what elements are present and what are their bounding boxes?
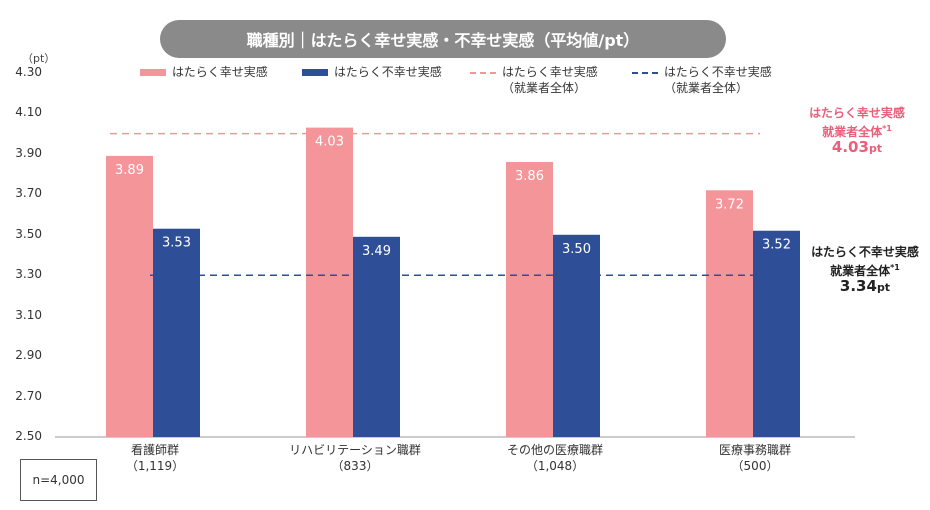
legend-happy: はたらく幸せ実感 bbox=[140, 64, 268, 80]
x-category-label: 医療事務職群 （500） bbox=[680, 442, 830, 474]
happy-ref-annotation-line2: 就業者全体 bbox=[822, 125, 883, 139]
x-category-name: その他の医療職群 bbox=[506, 443, 603, 457]
unhappy-ref-annotation-value-wrap: 3.34pt bbox=[800, 279, 930, 295]
unhappy-bar bbox=[753, 230, 800, 437]
legend-unhappy-label: はたらく不幸せ実感 bbox=[334, 65, 442, 79]
x-category-label: 看護師群 （1,119） bbox=[80, 442, 230, 474]
y-tick-label: 2.70 bbox=[15, 388, 42, 403]
happy-bar bbox=[506, 161, 553, 437]
happy-bar bbox=[106, 155, 153, 437]
happy-ref-annotation-line2-wrap: 就業者全体*1 bbox=[792, 121, 922, 140]
legend-unhappy: はたらく不幸せ実感 bbox=[302, 64, 442, 80]
x-category-name: 医療事務職群 bbox=[718, 443, 791, 457]
legend-unhappy-ref-sub: （就業者全体） bbox=[664, 81, 749, 95]
happy-ref-annotation-unit: pt bbox=[868, 142, 883, 155]
y-tick-label: 4.30 bbox=[15, 65, 42, 79]
unhappy-ref-annotation-line2: 就業者全体 bbox=[830, 264, 891, 278]
sample-size-box: n=4,000 bbox=[20, 459, 97, 501]
unhappy-bar bbox=[353, 236, 400, 437]
unhappy-ref-annotation-unit: pt bbox=[876, 281, 891, 294]
legend-happy-ref: はたらく幸せ実感 （就業者全体） bbox=[470, 64, 598, 96]
happy-ref-annotation-value: 4.03 bbox=[831, 138, 869, 156]
legend-happy-label: はたらく幸せ実感 bbox=[172, 65, 268, 79]
happy-bar bbox=[706, 190, 753, 437]
x-category-count: （500） bbox=[731, 459, 779, 473]
happy-ref-annotation-value-wrap: 4.03pt bbox=[792, 140, 922, 156]
unhappy-bar bbox=[153, 228, 200, 437]
unhappy-bar-value-label: 3.49 bbox=[362, 244, 391, 259]
legend-happy-ref-dash bbox=[470, 71, 496, 74]
y-tick-label: 4.10 bbox=[15, 105, 42, 120]
x-category-count: （1,048） bbox=[525, 459, 585, 473]
unhappy-ref-annotation-value: 3.34 bbox=[839, 277, 877, 295]
happy-bar-value-label: 3.86 bbox=[515, 169, 544, 184]
y-axis-unit: （pt） bbox=[22, 52, 56, 65]
y-tick-label: 3.10 bbox=[15, 307, 42, 322]
unhappy-ref-annotation-line2-wrap: 就業者全体*1 bbox=[800, 260, 930, 279]
legend-happy-ref-sub: （就業者全体） bbox=[502, 81, 587, 95]
happy-bar-value-label: 3.89 bbox=[115, 163, 144, 178]
unhappy-ref-annotation-line1: はたらく不幸せ実感 bbox=[811, 245, 919, 259]
legend-unhappy-ref: はたらく不幸せ実感 （就業者全体） bbox=[632, 64, 772, 96]
unhappy-bar-value-label: 3.53 bbox=[162, 236, 191, 251]
unhappy-bar-value-label: 3.50 bbox=[562, 242, 591, 257]
x-category-label: その他の医療職群 （1,048） bbox=[480, 442, 630, 474]
legend-unhappy-swatch bbox=[302, 69, 328, 76]
legend-unhappy-ref-label: はたらく不幸せ実感 bbox=[664, 65, 772, 79]
y-tick-label: 2.90 bbox=[15, 348, 42, 363]
happy-bar-value-label: 3.72 bbox=[715, 197, 744, 212]
x-category-count: （833） bbox=[331, 459, 379, 473]
unhappy-ref-annotation: はたらく不幸せ実感 就業者全体*1 3.34pt bbox=[800, 245, 930, 295]
legend-happy-ref-label: はたらく幸せ実感 bbox=[502, 65, 598, 79]
chart-title: 職種別｜はたらく幸せ実感・不幸せ実感（平均値/pt） bbox=[160, 20, 726, 58]
happy-ref-annotation: はたらく幸せ実感 就業者全体*1 4.03pt bbox=[792, 106, 922, 156]
y-tick-label: 3.50 bbox=[15, 226, 42, 241]
happy-ref-annotation-line1: はたらく幸せ実感 bbox=[809, 106, 905, 120]
unhappy-ref-annotation-mark: *1 bbox=[890, 263, 900, 272]
y-tick-label: 3.70 bbox=[15, 186, 42, 201]
y-tick-label: 2.50 bbox=[15, 429, 42, 443]
happy-bar-value-label: 4.03 bbox=[315, 135, 344, 150]
x-category-name: リハビリテーション職群 bbox=[289, 443, 421, 457]
unhappy-bar-value-label: 3.52 bbox=[762, 238, 791, 253]
legend-happy-swatch bbox=[140, 69, 166, 76]
y-tick-label: 3.90 bbox=[15, 145, 42, 160]
happy-bar bbox=[306, 127, 353, 437]
x-category-label: リハビリテーション職群 （833） bbox=[280, 442, 430, 474]
unhappy-bar bbox=[553, 234, 600, 437]
x-category-count: （1,119） bbox=[125, 459, 185, 473]
legend-unhappy-ref-dash bbox=[632, 71, 658, 74]
happy-ref-annotation-mark: *1 bbox=[882, 124, 892, 133]
x-category-name: 看護師群 bbox=[130, 443, 179, 457]
y-tick-label: 3.30 bbox=[15, 267, 42, 282]
